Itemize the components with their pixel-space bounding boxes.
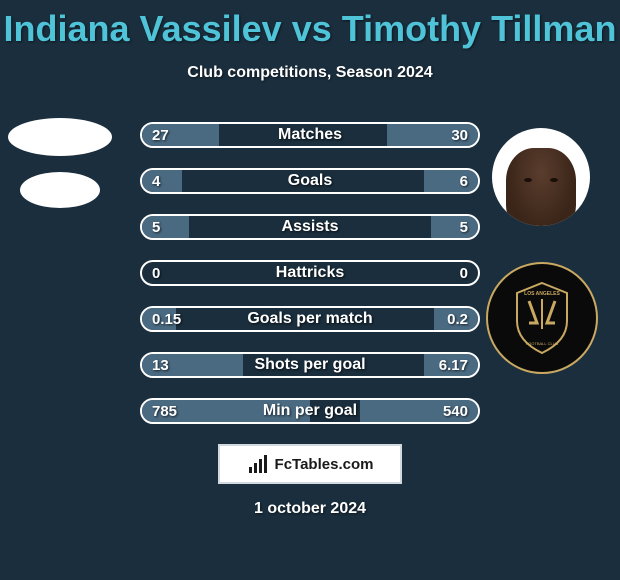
- stat-value-right: 540: [443, 403, 468, 420]
- player-left-avatar-placeholder-1: [8, 118, 112, 156]
- stat-bar-right: [431, 216, 478, 238]
- stat-value-right: 0: [460, 265, 468, 282]
- stat-label: Hattricks: [276, 264, 344, 282]
- bars-icon: [247, 453, 269, 475]
- page-title: Indiana Vassilev vs Timothy Tillman: [0, 0, 620, 50]
- stat-bar-left: [142, 216, 189, 238]
- stat-label: Min per goal: [263, 402, 357, 420]
- svg-text:LOS ANGELES: LOS ANGELES: [524, 291, 560, 297]
- player-left-avatar-placeholder-2: [20, 172, 100, 208]
- lafc-crest-icon: LOS ANGELES FOOTBALL CLUB: [499, 275, 585, 361]
- stat-label: Assists: [282, 218, 339, 236]
- club-badge: LOS ANGELES FOOTBALL CLUB: [486, 262, 598, 374]
- stat-value-left: 27: [152, 127, 169, 144]
- stat-row: 5 Assists 5: [140, 214, 480, 240]
- stat-value-left: 4: [152, 173, 160, 190]
- stats-container: 27 Matches 30 4 Goals 6 5 Assists 5 0 Hattricks 0 0.…: [140, 122, 480, 424]
- player-right-avatar: [492, 128, 590, 226]
- svg-text:FOOTBALL CLUB: FOOTBALL CLUB: [526, 341, 559, 346]
- stat-bar-left: [142, 170, 182, 192]
- brand-text: FcTables.com: [275, 456, 374, 473]
- stat-label: Shots per goal: [254, 356, 365, 374]
- stat-label: Matches: [278, 126, 342, 144]
- stat-value-left: 13: [152, 357, 169, 374]
- stat-row: 4 Goals 6: [140, 168, 480, 194]
- stat-row: 13 Shots per goal 6.17: [140, 352, 480, 378]
- stat-value-right: 6: [460, 173, 468, 190]
- stat-value-right: 6.17: [439, 357, 468, 374]
- stat-row: 785 Min per goal 540: [140, 398, 480, 424]
- stat-value-right: 30: [451, 127, 468, 144]
- page-subtitle: Club competitions, Season 2024: [0, 64, 620, 82]
- stat-value-left: 0.15: [152, 311, 181, 328]
- stat-row: 0.15 Goals per match 0.2: [140, 306, 480, 332]
- stat-label: Goals per match: [247, 310, 372, 328]
- stat-row: 0 Hattricks 0: [140, 260, 480, 286]
- stat-value-right: 0.2: [447, 311, 468, 328]
- stat-value-left: 785: [152, 403, 177, 420]
- stat-value-right: 5: [460, 219, 468, 236]
- footer-date: 1 october 2024: [0, 500, 620, 518]
- stat-value-left: 5: [152, 219, 160, 236]
- stat-row: 27 Matches 30: [140, 122, 480, 148]
- stat-bar-right: [424, 170, 478, 192]
- brand-logo: FcTables.com: [218, 444, 402, 484]
- player-face-graphic: [506, 148, 576, 226]
- stat-value-left: 0: [152, 265, 160, 282]
- stat-label: Goals: [288, 172, 332, 190]
